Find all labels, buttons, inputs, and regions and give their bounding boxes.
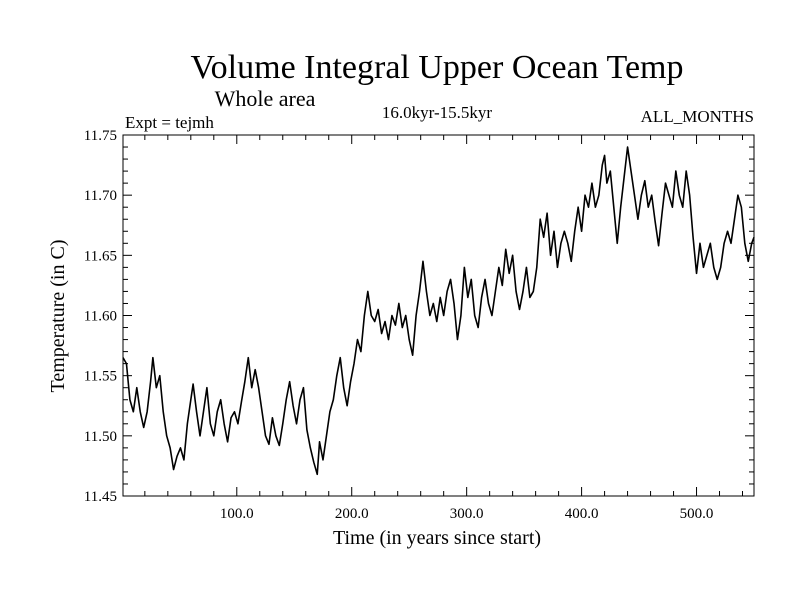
tick-labels: 100.0 200.0 300.0 400.0 500.0 11.45 11.50 11.55… [84, 128, 714, 522]
axis-ticks [123, 134, 754, 497]
y-tick-label: 11.60 [84, 309, 117, 325]
months-label: ALL_MONTHS [641, 107, 754, 126]
y-axis-label: Temperature (in C) [47, 240, 69, 393]
y-tick-label: 11.70 [84, 188, 117, 204]
experiment-label: Expt = tejmh [125, 113, 214, 132]
y-tick-label: 11.75 [84, 128, 117, 144]
x-axis-label: Time (in years since start) [333, 527, 541, 549]
chart-subtitle: Whole area [215, 86, 316, 111]
y-tick-label: 11.45 [84, 489, 117, 505]
x-tick-label: 100.0 [220, 506, 254, 522]
x-tick-label: 400.0 [565, 506, 599, 522]
period-label: 16.0kyr-15.5kyr [382, 103, 492, 122]
chart-title: Volume Integral Upper Ocean Temp [191, 49, 684, 86]
y-tick-label: 11.65 [84, 248, 117, 264]
y-tick-label: 11.55 [84, 369, 117, 385]
x-tick-label: 300.0 [450, 506, 484, 522]
plot-frame [122, 134, 755, 497]
temperature-series-line [122, 146, 755, 476]
x-tick-label: 200.0 [335, 506, 369, 522]
x-tick-label: 500.0 [680, 506, 714, 522]
y-tick-label: 11.50 [84, 429, 117, 445]
